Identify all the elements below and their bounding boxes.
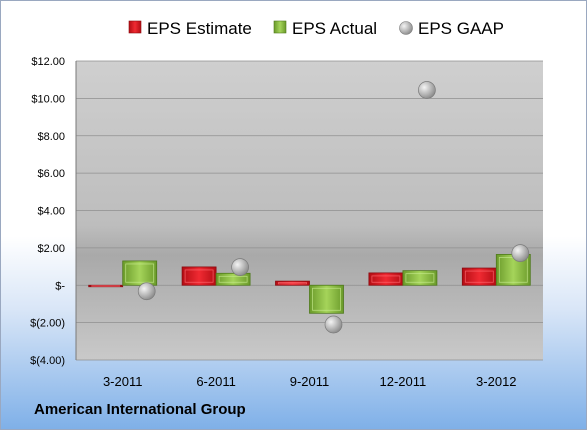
y-tick-label: $(4.00) <box>30 355 65 367</box>
bar-actual <box>309 284 344 314</box>
bar-actual-body <box>402 270 438 286</box>
x-axis-ticks: 3-2011 6-2011 9-2011 12-2011 3-2012 <box>103 374 517 389</box>
bar-estimate <box>275 280 310 286</box>
y-tick-label: $(2.00) <box>30 318 65 330</box>
bar-estimate-body <box>275 280 310 286</box>
y-tick-label: $4.00 <box>37 206 65 218</box>
gaap-point <box>511 244 530 262</box>
bar-estimate-bevel <box>184 269 214 283</box>
bar-actual <box>215 272 251 286</box>
legend-item-estimate: EPS Estimate <box>128 19 252 38</box>
x-tick-label: 6-2011 <box>196 374 236 389</box>
bar-actual <box>402 270 438 286</box>
x-tick-label: 9-2011 <box>290 374 330 389</box>
bar-estimate <box>368 272 404 286</box>
y-tick-label: $10.00 <box>31 93 65 105</box>
x-tick-label: 3-2012 <box>476 374 516 389</box>
legend-label-gaap: EPS GAAP <box>418 19 504 38</box>
legend: EPS Estimate EPS Actual EPS GAAP <box>128 19 504 38</box>
legend-label-estimate: EPS Estimate <box>147 19 252 38</box>
gaap-point <box>324 315 343 334</box>
bar-actual-bevel <box>125 263 155 283</box>
bar-estimate-bevel <box>91 285 121 287</box>
y-tick-label: $12.00 <box>31 56 65 68</box>
y-tick-label: $8.00 <box>37 131 65 143</box>
bar-estimate-bevel <box>371 275 401 283</box>
bar-estimate-body <box>368 272 404 286</box>
bar-actual-bevel <box>218 275 248 283</box>
x-tick-label: 12-2011 <box>380 374 427 389</box>
bar-estimate-bevel <box>464 270 494 283</box>
bars <box>88 254 531 314</box>
y-tick-label: $- <box>55 280 65 292</box>
gaap-points <box>137 81 530 334</box>
legend-swatch-actual <box>273 20 287 34</box>
gaap-point <box>231 258 249 276</box>
company-name: American International Group <box>34 401 246 418</box>
bar-estimate <box>181 266 217 286</box>
gaap-point <box>137 282 156 301</box>
bar-estimate <box>461 267 497 286</box>
bar-actual-body <box>122 260 158 286</box>
bar-actual-body <box>215 272 251 286</box>
bar-actual-bevel <box>405 273 435 283</box>
legend-swatch-estimate <box>128 20 142 34</box>
bar-actual <box>122 260 158 286</box>
y-tick-label: $6.00 <box>37 168 65 180</box>
bar-estimate <box>88 284 124 288</box>
bar-actual-bevel <box>312 287 341 311</box>
y-tick-label: $2.00 <box>37 243 65 255</box>
bar-estimate-body <box>461 267 497 286</box>
bar-estimate-bevel <box>278 282 307 285</box>
legend-marker-gaap <box>399 21 413 35</box>
bar-actual-body <box>309 284 344 314</box>
legend-item-actual: EPS Actual <box>273 19 377 38</box>
y-axis-ticks: $(4.00) $(2.00) $- $2.00 $4.00 $6.00 $8.00 $10.… <box>30 56 65 367</box>
gaap-point <box>418 81 436 99</box>
legend-item-gaap: EPS GAAP <box>399 19 504 38</box>
x-tick-label: 3-2011 <box>103 374 143 389</box>
legend-label-actual: EPS Actual <box>292 19 377 38</box>
